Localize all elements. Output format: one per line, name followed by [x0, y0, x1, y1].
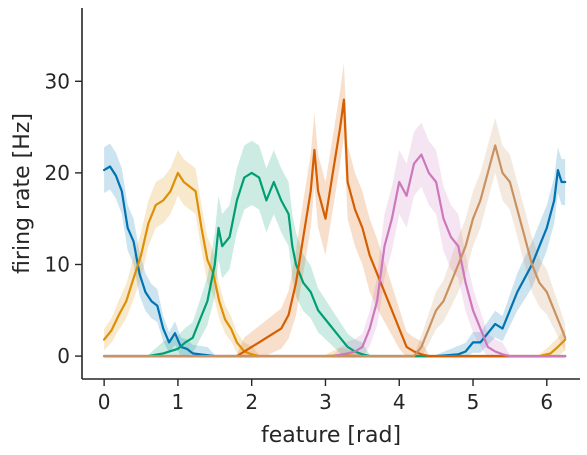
- confidence-bands: [104, 63, 566, 358]
- series-line-3: [103, 171, 567, 358]
- y-tick-label: 0: [57, 344, 70, 368]
- y-tick-label: 30: [45, 69, 70, 93]
- series-band-6: [104, 117, 566, 358]
- series-line-5: [103, 153, 567, 358]
- x-tick-label: 4: [393, 390, 406, 414]
- y-tick-label: 20: [45, 161, 70, 185]
- x-tick-label: 0: [98, 390, 111, 414]
- y-tick-label: 10: [45, 252, 70, 276]
- x-ticks: 0 1 2 3 4 5 6: [98, 379, 553, 414]
- x-tick-label: 2: [245, 390, 258, 414]
- x-axis-label: feature [rad]: [261, 423, 401, 448]
- x-tick-label: 3: [319, 390, 332, 414]
- y-axis-label: firing rate [Hz]: [10, 113, 35, 274]
- x-tick-label: 6: [540, 390, 553, 414]
- axes: [81, 8, 580, 380]
- y-ticks: 0 10 20 30: [45, 69, 82, 368]
- x-tick-label: 5: [467, 390, 480, 414]
- series-lines: [103, 98, 567, 358]
- series-band-3: [104, 140, 566, 358]
- series-line-4: [103, 98, 567, 358]
- series-line-6: [103, 144, 567, 358]
- series-band-2: [104, 150, 566, 358]
- x-tick-label: 1: [172, 390, 185, 414]
